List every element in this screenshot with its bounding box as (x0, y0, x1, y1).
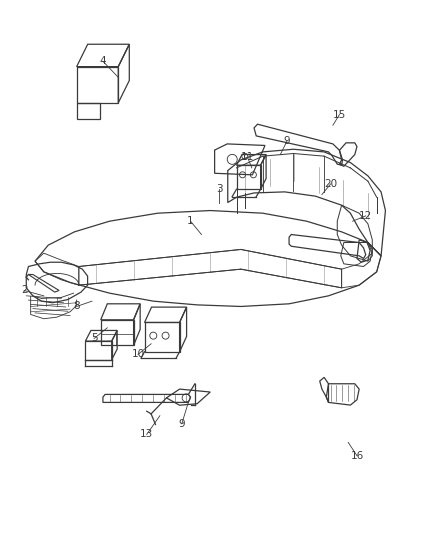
Text: 12: 12 (359, 211, 372, 221)
Text: 13: 13 (140, 430, 153, 439)
Text: 3: 3 (215, 184, 223, 194)
Text: 20: 20 (324, 179, 337, 189)
Text: 1: 1 (187, 216, 194, 226)
Text: 9: 9 (178, 419, 185, 429)
Text: 9: 9 (283, 136, 290, 146)
Text: 5: 5 (91, 334, 98, 343)
Text: 4: 4 (99, 56, 106, 66)
Text: 16: 16 (350, 451, 364, 461)
Text: 15: 15 (333, 110, 346, 119)
Text: 8: 8 (73, 302, 80, 311)
Text: 10: 10 (131, 350, 145, 359)
Text: 11: 11 (241, 152, 254, 162)
Text: 2: 2 (21, 286, 28, 295)
